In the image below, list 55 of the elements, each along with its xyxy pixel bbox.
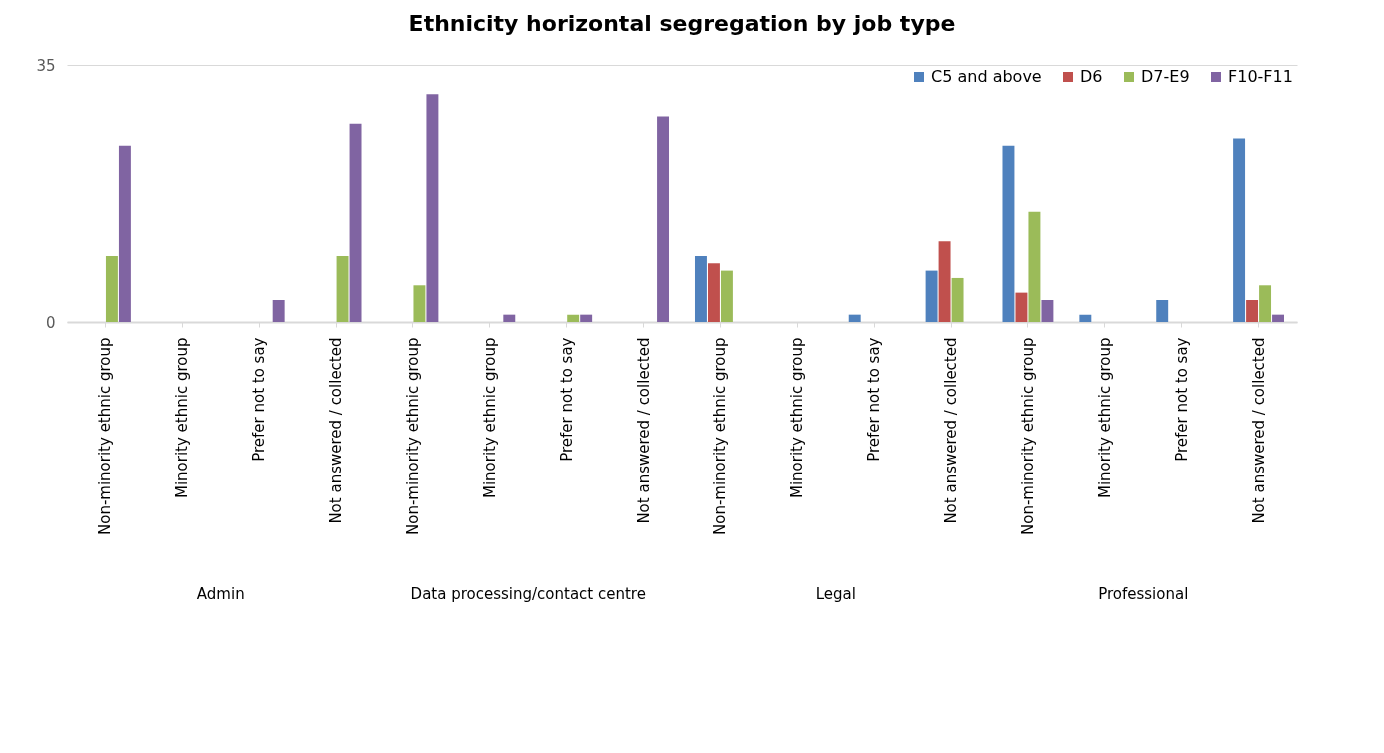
bar [336, 255, 349, 322]
text: Admin [196, 585, 245, 603]
x-tick-label: Minority ethnic group [788, 337, 807, 499]
bar [925, 270, 938, 322]
x-tick-label: Not answered / collected [942, 337, 961, 524]
bar [1156, 299, 1169, 322]
bar [1079, 314, 1092, 322]
bar [118, 145, 131, 322]
text: Data processing/contact centre [410, 585, 646, 603]
bar [349, 123, 362, 322]
x-tick-label: Prefer not to say [557, 337, 576, 462]
bar [426, 94, 439, 322]
bar [105, 255, 118, 322]
x-tick-label: Non-minority ethnic group [403, 337, 422, 536]
x-tick-label: Prefer not to say [1172, 337, 1191, 462]
bar [1272, 314, 1285, 322]
text: Legal [815, 585, 856, 603]
x-tick-label: Not answered / collected [1249, 337, 1268, 524]
x-tick-label: Non-minority ethnic group [711, 337, 730, 536]
bar [1015, 292, 1028, 322]
bar [413, 285, 426, 322]
bar [503, 314, 516, 322]
x-tick-label: Prefer not to say [250, 337, 269, 462]
bar [707, 263, 720, 322]
bar [272, 299, 285, 322]
x-tick-label: Minority ethnic group [1095, 337, 1114, 499]
bar [1028, 211, 1041, 322]
bar [1246, 299, 1259, 322]
x-tick-label: Not answered / collected [327, 337, 346, 524]
bar [1041, 299, 1054, 322]
bar [657, 116, 670, 322]
legend-label: D7-E9 [1141, 67, 1190, 86]
bar [938, 241, 951, 322]
x-tick-label: Minority ethnic group [173, 337, 192, 499]
bar [720, 270, 733, 322]
bar [848, 314, 861, 322]
x-tick-label: Non-minority ethnic group [96, 337, 115, 536]
bar [1002, 145, 1015, 322]
bar [1233, 138, 1246, 322]
y-tick-label: 35 [36, 56, 56, 75]
legend-label: F10-F11 [1228, 67, 1293, 86]
x-tick-label: Prefer not to say [865, 337, 884, 462]
y-tick-label: 0 [45, 313, 56, 332]
bar [694, 255, 707, 322]
bar [951, 277, 964, 322]
bar [580, 314, 593, 322]
x-tick-label: Not answered / collected [634, 337, 653, 524]
x-tick-label: Minority ethnic group [480, 337, 499, 499]
text: Professional [1098, 585, 1189, 603]
bar [1259, 285, 1272, 322]
legend-label: C5 and above [931, 67, 1042, 86]
chart-title: Ethnicity horizontal segregation by job type [408, 11, 956, 36]
x-tick-label: Non-minority ethnic group [1018, 337, 1037, 536]
legend-label: D6 [1080, 67, 1103, 86]
bar [567, 314, 580, 322]
